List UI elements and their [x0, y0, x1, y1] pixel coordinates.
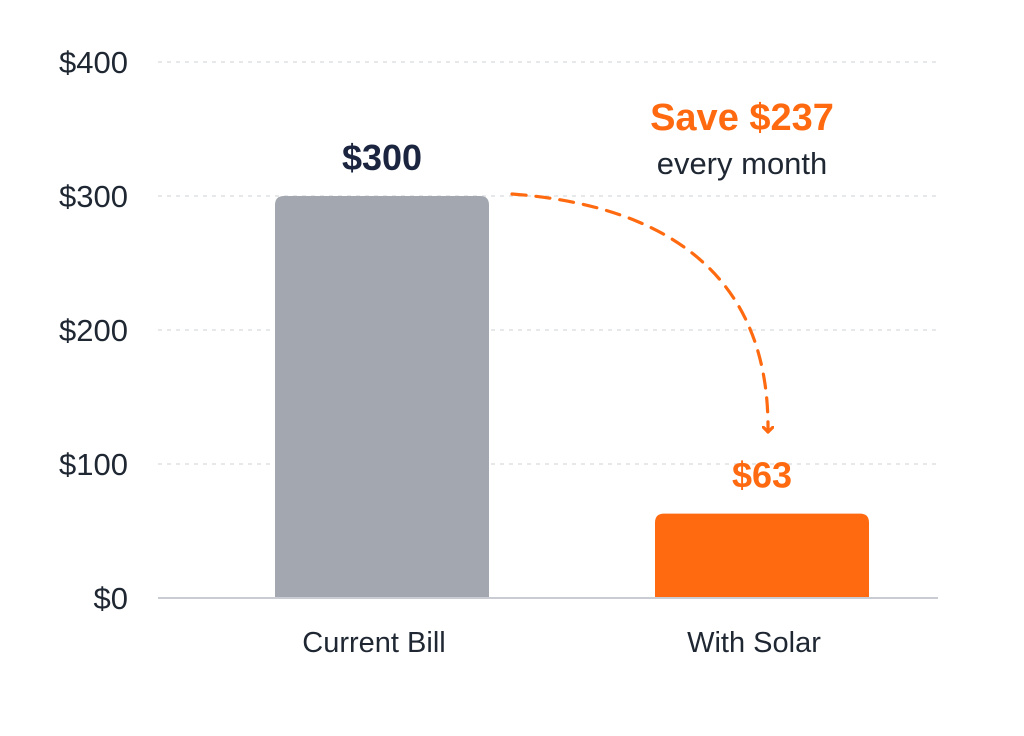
savings-callout: Save $237 every month [510, 97, 834, 434]
bar-value-label: $63 [732, 455, 792, 496]
savings-subtext: every month [657, 146, 828, 181]
y-axis-ticks: $0 $100 $200 $300 $400 [59, 45, 128, 616]
x-category-label: Current Bill [302, 627, 445, 659]
y-tick-label: $400 [59, 45, 128, 80]
savings-arrow [510, 192, 768, 434]
y-tick-label: $300 [59, 179, 128, 214]
x-category-label: With Solar [687, 627, 821, 659]
bar-value-label: $300 [342, 137, 422, 178]
savings-headline: Save $237 [650, 97, 834, 139]
y-tick-label: $200 [59, 313, 128, 348]
bars [275, 196, 869, 598]
bar-with-solar [655, 513, 869, 598]
y-tick-label: $0 [94, 581, 128, 616]
bar-current-bill [275, 196, 489, 598]
y-tick-label: $100 [59, 447, 128, 482]
bar-labels: $300 Current Bill $63 With Solar [302, 137, 821, 659]
